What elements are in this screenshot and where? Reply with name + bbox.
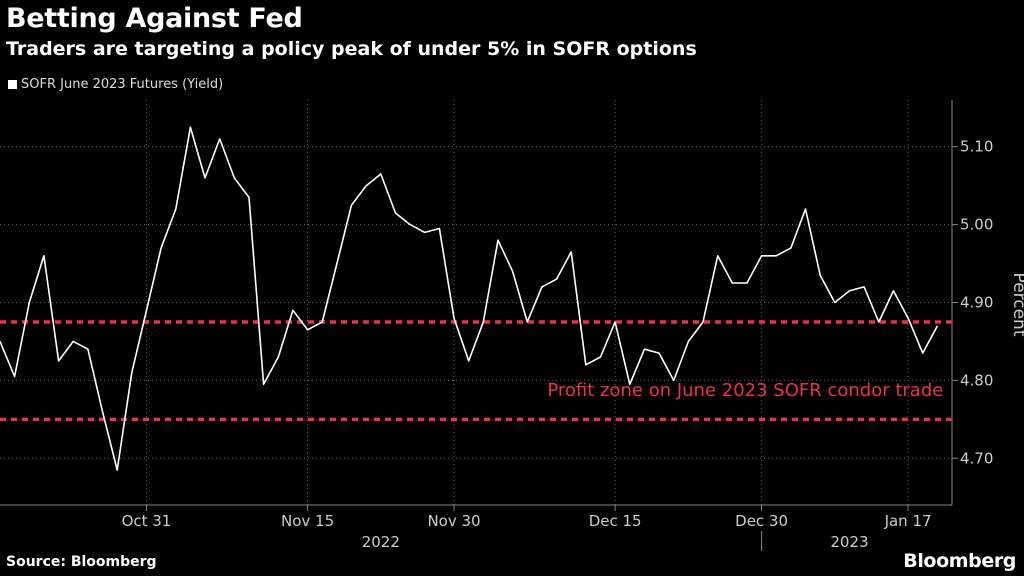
brand-logo: Bloomberg xyxy=(903,550,1016,572)
x-tick-label: Dec 30 xyxy=(735,512,788,530)
y-axis-label: Percent xyxy=(1009,273,1024,337)
y-tick-label: 5.00 xyxy=(960,216,993,234)
chart-title: Betting Against Fed xyxy=(6,3,303,34)
chart-subtitle: Traders are targeting a policy peak of u… xyxy=(6,38,697,60)
legend-swatch xyxy=(8,80,17,89)
y-tick-label: 4.80 xyxy=(960,371,993,389)
chart-legend: SOFR June 2023 Futures (Yield) xyxy=(8,77,223,92)
year-label: 2022 xyxy=(362,533,400,551)
y-tick-label: 4.70 xyxy=(960,449,993,467)
x-tick-label: Oct 31 xyxy=(122,512,172,530)
year-label: 2023 xyxy=(830,533,868,551)
series-line xyxy=(0,126,939,471)
x-tick-label: Nov 30 xyxy=(427,512,480,530)
x-tick-label: Dec 15 xyxy=(589,512,642,530)
x-tick-label: Jan 17 xyxy=(884,512,932,530)
y-tick-label: 5.10 xyxy=(960,138,993,156)
x-tick-label: Nov 15 xyxy=(281,512,334,530)
profit-zone-annotation: Profit zone on June 2023 SOFR condor tra… xyxy=(547,380,943,401)
legend-label: SOFR June 2023 Futures (Yield) xyxy=(21,77,224,92)
y-tick-label: 4.90 xyxy=(960,294,993,312)
source-note: Source: Bloomberg xyxy=(6,554,157,570)
